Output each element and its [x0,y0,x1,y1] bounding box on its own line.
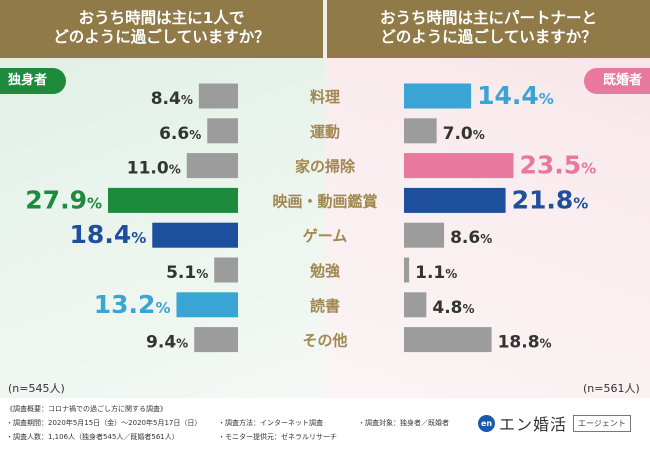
married-bar-3 [404,187,506,213]
single-value-4: 18.4% [70,220,147,249]
category-label-7: その他 [302,332,347,350]
married-question-line1: おうち時間は主にパートナーと [379,9,597,27]
single-bar-5 [214,257,238,283]
brand-name: エン婚活 [499,415,568,434]
category-label-2: 家の掃除 [295,158,356,176]
category-label-5: 勉強 [309,262,340,280]
married-value-0: 14.4% [477,81,554,110]
single-bar-3 [108,187,238,213]
married-bar-5 [404,257,410,283]
single-question-line1: おうち時間は主に1人で [78,9,245,27]
brand-logo: en エン婚活 エージェント [478,412,631,434]
married-bar-7 [404,327,492,353]
brand-agent-tag: エージェント [573,414,631,432]
married-value-5: 1.1% [415,263,457,283]
married-value-4: 8.6% [450,228,492,248]
married-bar-2 [404,153,514,179]
survey-monitor: ・モニター提供元：ゼネラルリサーチ [218,433,337,441]
category-label-6: 読書 [310,297,340,315]
married-bar-6 [404,292,427,318]
single-value-7: 9.4% [146,333,188,353]
single-value-6: 13.2% [94,290,171,319]
married-value-3: 21.8% [512,185,589,214]
married-bar-1 [404,118,437,144]
single-sample-size: (n=545人) [8,382,65,395]
married-bar-4 [404,222,445,248]
survey-period: ・調査期間：2020年5月15日（金）〜2020年5月17日（日） [6,419,202,427]
single-badge: 独身者 [0,68,66,94]
category-label-1: 運動 [310,123,340,141]
married-question-header: おうち時間は主にパートナーと どのように過ごしていますか？ [327,0,650,58]
married-question-line2: どのように過ごしていますか？ [380,28,597,46]
married-value-7: 18.8% [498,333,552,353]
survey-footer: 《調査概要：コロナ禍での過ごし方に関する調査》 ・調査期間：2020年5月15日… [0,400,650,450]
single-question-line2: どのように過ごしていますか？ [53,28,270,46]
survey-method: ・調査方法：インターネット調査 [218,419,323,427]
survey-count: ・調査人数：1,106人（独身者545人／既婚者561人） [6,433,179,441]
category-label-4: ゲーム [303,227,348,245]
single-bar-2 [186,153,238,179]
married-value-2: 23.5% [519,151,596,180]
single-bar-7 [194,327,238,353]
single-value-1: 6.6% [159,124,201,144]
survey-title: 《調査概要：コロナ禍での過ごし方に関する調査》 [6,405,167,413]
single-value-3: 27.9% [25,185,102,214]
married-value-1: 7.0% [443,124,485,144]
en-logo-icon: en [478,414,495,432]
single-question-header: おうち時間は主に1人で どのように過ごしていますか？ [0,0,323,58]
butterfly-bar-chart: 8.4% 14.4% 料理 6.6% 7.0% 運動 11.0% 23.5% 家の掃除 27.9%… [25,81,596,353]
category-label-0: 料理 [310,88,340,106]
single-value-2: 11.0% [127,159,181,179]
single-bar-4 [152,222,238,248]
single-bar-6 [176,292,238,318]
single-value-0: 8.4% [151,89,193,109]
married-value-6: 4.8% [432,298,474,318]
single-value-5: 5.1% [166,263,208,283]
single-bar-1 [207,118,238,144]
married-sample-size: (n=561人) [583,382,640,395]
single-bar-0 [198,83,238,109]
category-label-3: 映画・動画鑑賞 [272,192,377,210]
married-badge: 既婚者 [584,68,650,94]
married-bar-0 [404,83,472,109]
survey-target: ・調査対象：独身者／既婚者 [358,419,449,427]
